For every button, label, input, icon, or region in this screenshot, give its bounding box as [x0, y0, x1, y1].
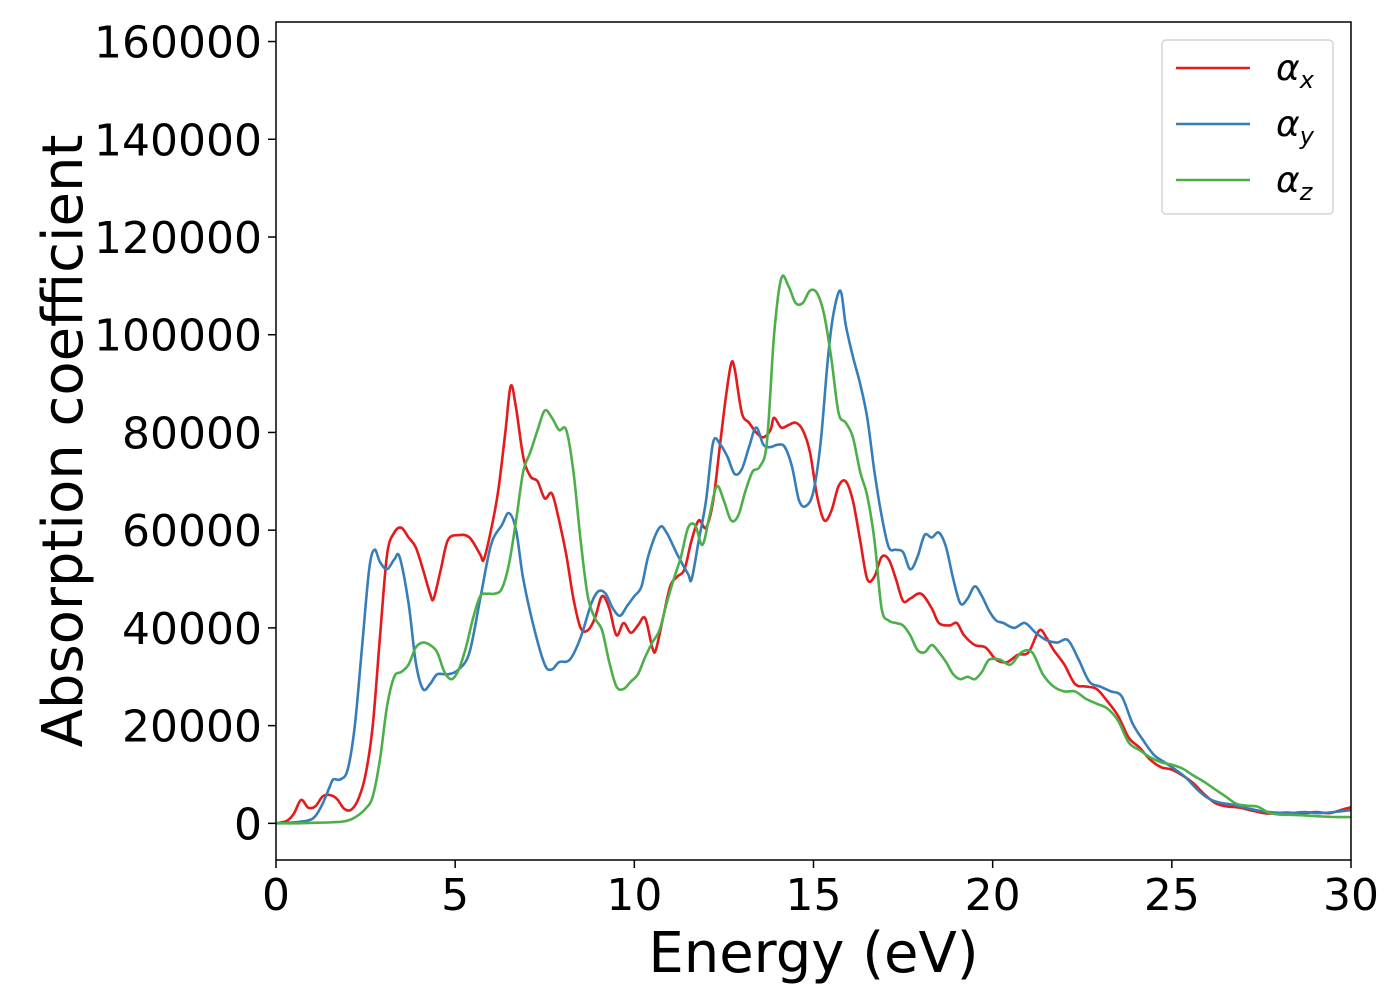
y-tick-label: 20000: [122, 702, 262, 753]
legend-item-z: αz: [1176, 160, 1314, 206]
x-tick-label: 15: [786, 870, 842, 921]
legend-box: [1161, 39, 1334, 215]
x-tick-label: 10: [606, 870, 662, 921]
x-tick-label: 20: [965, 870, 1021, 921]
x-tick-label: 30: [1323, 870, 1379, 921]
series-line-y: [276, 289, 1351, 825]
x-tick-layer: 0 5 10 15 20 25 30: [262, 860, 1379, 921]
y-tick-label: 40000: [122, 604, 262, 655]
legend-label: αy: [1276, 104, 1315, 150]
series-line-z: [276, 274, 1351, 825]
y-tick-label: 100000: [94, 311, 262, 362]
y-tick-label: 80000: [122, 408, 262, 459]
legend: αx αy αz: [1161, 39, 1334, 215]
series-line-x: [276, 359, 1351, 825]
plot-frame: [275, 21, 1352, 861]
legend-label: αz: [1276, 160, 1314, 206]
y-tick-label: 160000: [94, 18, 262, 69]
x-tick-label: 5: [441, 870, 469, 921]
y-axis-label: Absorption coefficient: [31, 135, 96, 748]
series-layer: [276, 274, 1351, 825]
y-tick-label: 0: [234, 799, 262, 850]
x-tick-label: 0: [262, 870, 290, 921]
y-tick-label: 60000: [122, 506, 262, 557]
legend-item-y: αy: [1176, 104, 1315, 150]
y-tick-label: 140000: [94, 115, 262, 166]
x-axis-label: Energy (eV): [648, 921, 978, 986]
legend-item-x: αx: [1176, 48, 1315, 94]
x-tick-label: 25: [1144, 870, 1200, 921]
legend-label: αx: [1276, 48, 1315, 94]
y-tick-layer: 0 20000 40000 60000 80000 100000 120000 140000 1…: [94, 18, 276, 850]
y-tick-label: 120000: [94, 213, 262, 264]
